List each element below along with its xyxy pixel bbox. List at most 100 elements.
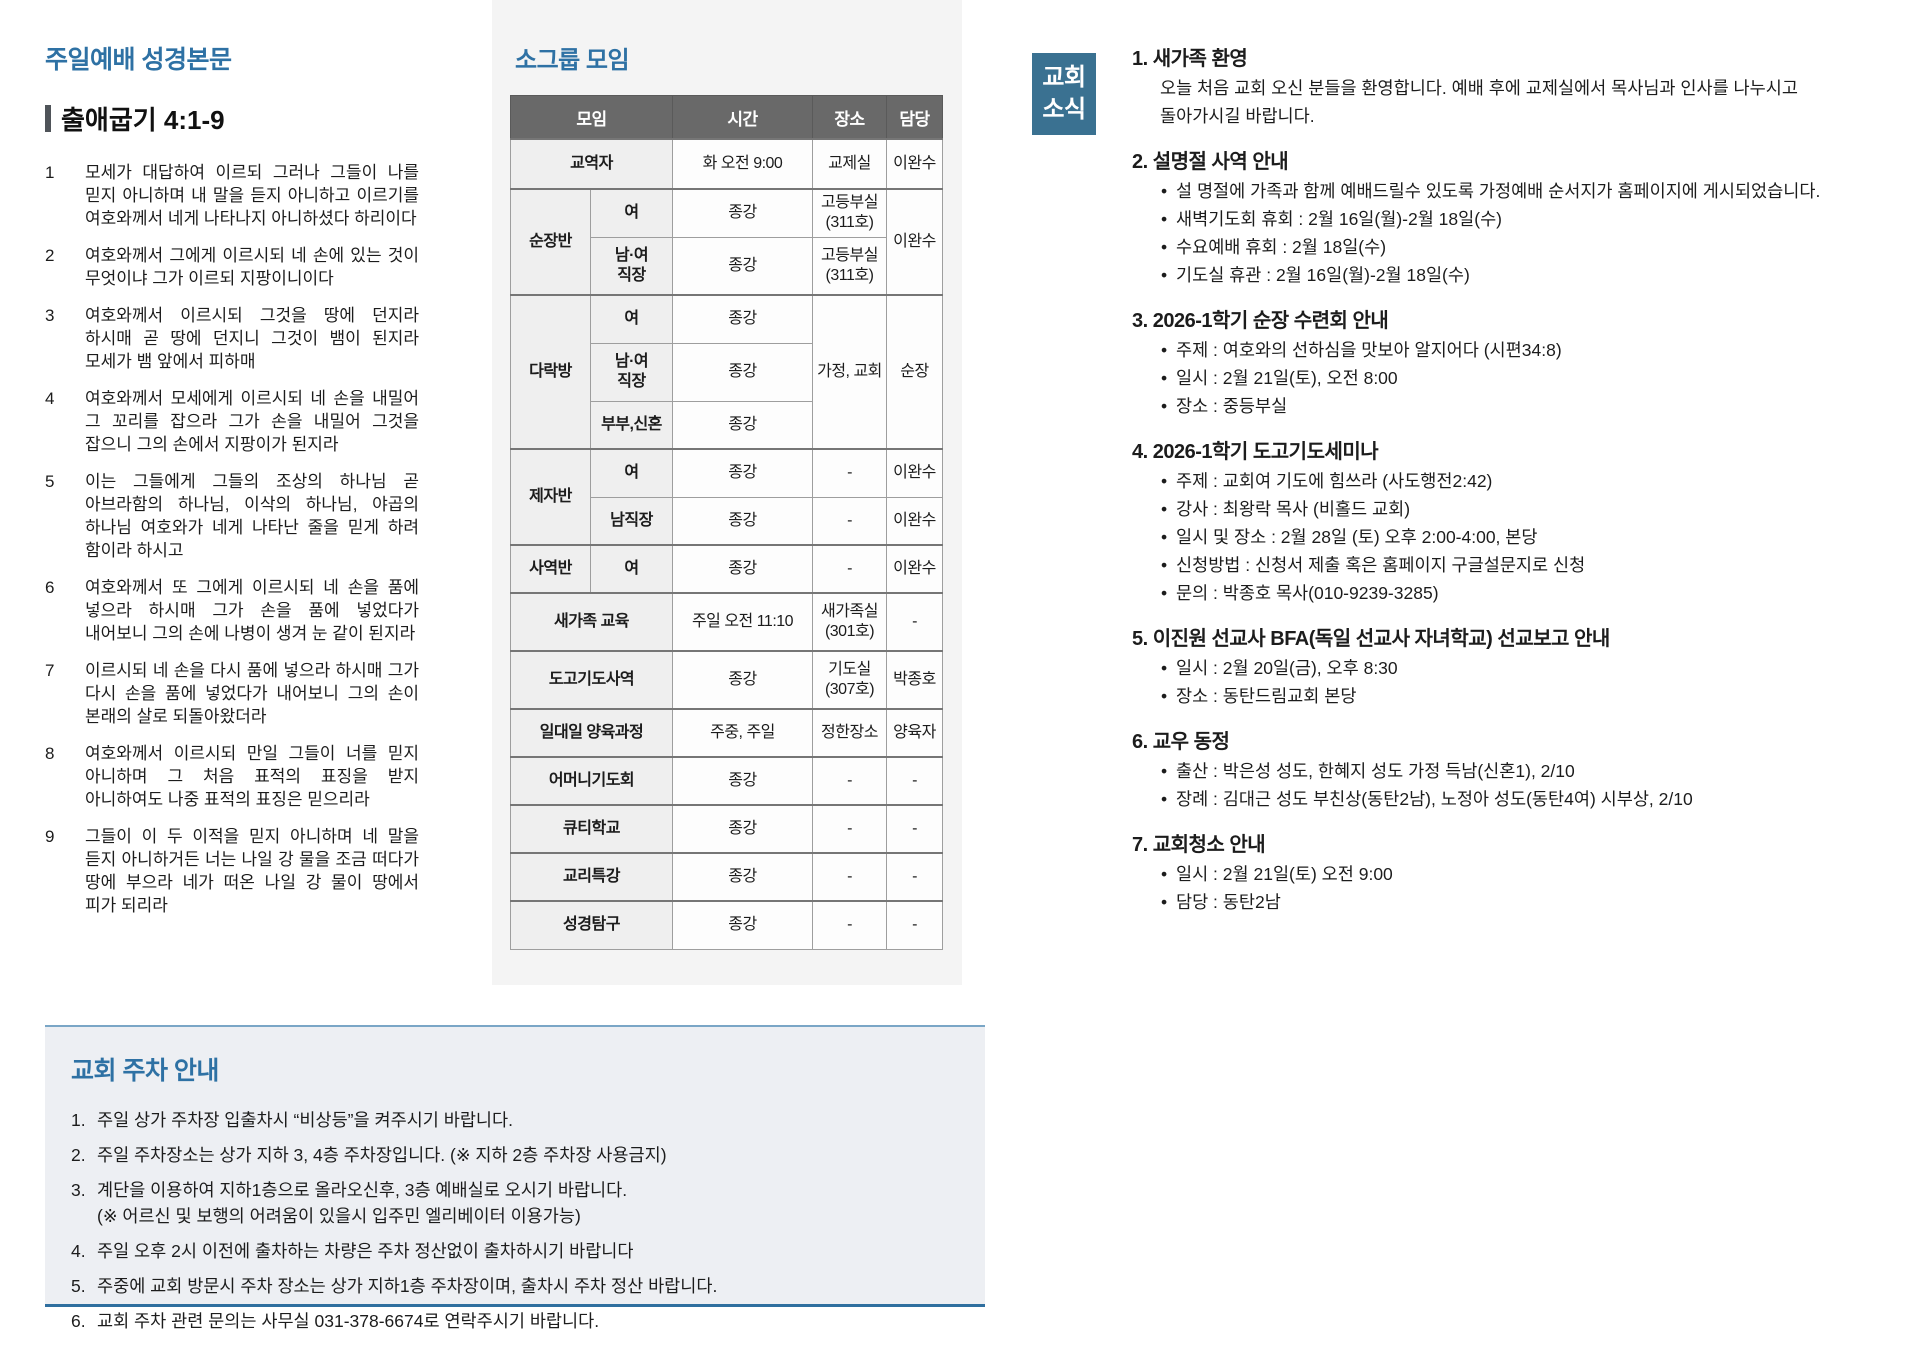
verse-list: 1 모세가 대답하여 이르되 그러나 그들이 나를 믿지 아니하며 내 말을 듣지… bbox=[45, 161, 419, 917]
verse-item: 2 여호와께서 그에게 이르시되 네 손에 있는 것이 무엇이냐 그가 이르되 지… bbox=[45, 244, 419, 290]
verse-text: 여호와께서 그에게 이르시되 네 손에 있는 것이 무엇이냐 그가 이르되 지팡… bbox=[85, 246, 419, 288]
table-cell: 여 bbox=[590, 188, 673, 238]
news-bullet: 주제 : 교회여 기도에 힘쓰라 (사도행전2:42) bbox=[1160, 467, 1860, 495]
parking-item-number: 6. bbox=[71, 1311, 86, 1331]
table-row: 큐티학교 종강 - - bbox=[510, 804, 943, 854]
table-cell: 종강 bbox=[672, 448, 813, 498]
parking-item: 5. 주중에 교회 방문시 주차 장소는 상가 지하1층 주차장이며, 출차시 주… bbox=[71, 1273, 959, 1299]
table-cell: - bbox=[812, 900, 887, 950]
table-row: 어머니기도회 종강 - - bbox=[510, 756, 943, 806]
table-cell: 큐티학교 bbox=[510, 804, 673, 854]
table-cell: 주일 오전 11:10 bbox=[672, 592, 813, 652]
table-row: 순장반 여 종강 고등부실 (311호) 이완수 bbox=[510, 188, 943, 296]
table-cell: 어머니기도회 bbox=[510, 756, 673, 806]
news-section: 3. 2026-1학기 순장 수련회 안내 주제 : 여호와의 선하심을 맛보아… bbox=[1132, 306, 1860, 420]
bible-column: 주일예배 성경본문 출애굽기 4:1-9 1 모세가 대답하여 이르되 그러나 그… bbox=[45, 40, 419, 917]
table-cell: 종강 bbox=[672, 544, 813, 594]
parking-item-number: 2. bbox=[71, 1145, 86, 1165]
ref-bar-decoration bbox=[45, 105, 51, 132]
news-bullet-list: 일시 : 2월 20일(금), 오후 8:30 장소 : 동탄드림교회 본당 bbox=[1160, 654, 1860, 710]
verse-item: 6 여호와께서 또 그에게 이르시되 네 손을 품에 넣으라 하시매 그가 손을 … bbox=[45, 576, 419, 645]
table-row: 사역반 여 종강 - 이완수 bbox=[510, 544, 943, 594]
table-cell: 종강 bbox=[672, 650, 813, 710]
table-cell: 이완수 bbox=[886, 448, 943, 498]
table-row: 다락방 여 종강 가정, 교회 순장 bbox=[510, 294, 943, 450]
news-section-heading: 4. 2026-1학기 도고기도세미나 bbox=[1132, 441, 1379, 463]
news-bullet-list: 주제 : 여호와의 선하심을 맛보아 알지어다 (시편34:8) 일시 : 2월… bbox=[1160, 336, 1860, 420]
parking-item-text: 계단을 이용하여 지하1층으로 올라오신후, 3층 예배실로 오시기 바랍니다.… bbox=[97, 1180, 628, 1226]
table-cell: - bbox=[812, 544, 887, 594]
news-bullet: 설 명절에 가족과 함께 예배드릴수 있도록 가정예배 순서지가 홈페이지에 게… bbox=[1160, 177, 1860, 205]
table-row: 교리특강 종강 - - bbox=[510, 852, 943, 902]
news-bullet: 담당 : 동탄2남 bbox=[1160, 888, 1860, 916]
verse-item: 9 그들이 이 두 이적을 믿지 아니하며 네 말을 듣지 아니하거든 너는 나일… bbox=[45, 825, 419, 917]
table-cell: 남·여 직장 bbox=[590, 342, 673, 402]
verse-number: 2 bbox=[45, 246, 55, 265]
news-bullet: 일시 : 2월 21일(토) 오전 9:00 bbox=[1160, 860, 1860, 888]
news-bullet: 일시 : 2월 20일(금), 오후 8:30 bbox=[1160, 654, 1860, 682]
table-cell: - bbox=[886, 756, 943, 806]
table-row: 새가족 교육 주일 오전 11:10 새가족실 (301호) - bbox=[510, 592, 943, 652]
table-cell: 종강 bbox=[672, 294, 813, 344]
table-cell: 부부,신혼 bbox=[590, 400, 673, 450]
table-cell: 화 오전 9:00 bbox=[672, 138, 813, 190]
table-cell: 이완수 bbox=[886, 544, 943, 594]
verse-number: 3 bbox=[45, 306, 55, 325]
news-bullet: 일시 : 2월 21일(토), 오전 8:00 bbox=[1160, 364, 1860, 392]
news-bullet: 출산 : 박은성 성도, 한혜지 성도 가정 득남(신혼1), 2/10 bbox=[1160, 757, 1860, 785]
parking-item-number: 3. bbox=[71, 1180, 86, 1200]
table-cell: 종강 bbox=[672, 236, 813, 296]
news-section: 2. 설명절 사역 안내 설 명절에 가족과 함께 예배드릴수 있도록 가정예배… bbox=[1132, 147, 1860, 289]
news-bullet: 장례 : 김대근 성도 부친상(동탄2남), 노정아 성도(동탄4여) 시부상,… bbox=[1160, 785, 1860, 813]
bible-section-title: 주일예배 성경본문 bbox=[45, 46, 232, 74]
table-cell: 교리특강 bbox=[510, 852, 673, 902]
table-cell: - bbox=[812, 756, 887, 806]
table-cell: 남·여 직장 bbox=[590, 236, 673, 296]
table-row: 부부,신혼 종강 bbox=[511, 400, 943, 450]
table-cell: 주중, 주일 bbox=[672, 708, 813, 758]
table-cell: 종강 bbox=[672, 188, 813, 238]
table-cell: 교제실 bbox=[812, 138, 887, 190]
table-cell: 제자반 bbox=[510, 448, 591, 546]
table-row: 일대일 양육과정 주중, 주일 정한장소 양육자 bbox=[510, 708, 943, 758]
verse-text: 여호와께서 이르시되 만일 그들이 너를 믿지 아니하며 그 처음 표적의 표징… bbox=[85, 744, 419, 809]
parking-item-text: 주일 오후 2시 이전에 출차하는 차량은 주차 정산없이 출차하시기 바랍니다 bbox=[97, 1241, 634, 1261]
table-row: 도고기도사역 종강 기도실 (307호) 박종호 bbox=[510, 650, 943, 710]
parking-list: 1. 주일 상가 주차장 입출차시 “비상등”을 켜주시기 바랍니다. 2. 주일 … bbox=[71, 1107, 959, 1334]
table-header-cell: 시간 bbox=[672, 95, 813, 140]
table-cell: 일대일 양육과정 bbox=[510, 708, 673, 758]
verse-number: 7 bbox=[45, 661, 55, 680]
parking-item-text: 교회 주차 관련 문의는 사무실 031-378-6674로 연락주시기 바랍니… bbox=[97, 1311, 600, 1331]
news-bullet: 기도실 휴관 : 2월 16일(월)-2월 18일(수) bbox=[1160, 261, 1860, 289]
table-header-cell: 모임 bbox=[510, 95, 673, 140]
smallgroup-table: 모임 시간 장소 담당 교역자 화 오전 9:00 교제실 이완수 순장반 여 … bbox=[510, 95, 943, 950]
verse-text: 이는 그들에게 그들의 조상의 하나님 곧 아브라함의 하나님, 이삭의 하나님… bbox=[85, 472, 419, 560]
parking-item: 2. 주일 주차장소는 상가 지하 3, 4층 주차장입니다. (※ 지하 2층 … bbox=[71, 1142, 959, 1168]
news-section: 4. 2026-1학기 도고기도세미나 주제 : 교회여 기도에 힘쓰라 (사도… bbox=[1132, 437, 1860, 607]
table-cell: 가정, 교회 bbox=[812, 294, 887, 450]
news-bullet-list: 일시 : 2월 21일(토) 오전 9:00 담당 : 동탄2남 bbox=[1160, 860, 1860, 916]
news-bullet-list: 설 명절에 가족과 함께 예배드릴수 있도록 가정예배 순서지가 홈페이지에 게… bbox=[1160, 177, 1860, 289]
parking-item-number: 5. bbox=[71, 1276, 86, 1296]
parking-item-text: 주일 주차장소는 상가 지하 3, 4층 주차장입니다. (※ 지하 2층 주차… bbox=[97, 1145, 667, 1165]
news-section: 6. 교우 동정 출산 : 박은성 성도, 한혜지 성도 가정 득남(신혼1),… bbox=[1132, 727, 1860, 813]
table-cell: 박종호 bbox=[886, 650, 943, 710]
table-cell: 종강 bbox=[672, 496, 813, 546]
table-cell: - bbox=[886, 804, 943, 854]
table-cell: 양육자 bbox=[886, 708, 943, 758]
table-cell: 종강 bbox=[672, 900, 813, 950]
verse-number: 8 bbox=[45, 744, 55, 763]
table-cell: 새가족 교육 bbox=[510, 592, 673, 652]
table-cell: 순장 bbox=[886, 294, 943, 450]
verse-text: 여호와께서 이르시되 그것을 땅에 던지라 하시매 곧 땅에 던지니 그것이 뱀… bbox=[85, 306, 419, 371]
table-cell: 교역자 bbox=[510, 138, 673, 190]
verse-item: 3 여호와께서 이르시되 그것을 땅에 던지라 하시매 곧 땅에 던지니 그것이 … bbox=[45, 304, 419, 373]
verse-number: 4 bbox=[45, 389, 55, 408]
table-cell: 기도실 (307호) bbox=[812, 650, 887, 710]
news-bullet-list: 출산 : 박은성 성도, 한혜지 성도 가정 득남(신혼1), 2/10 장례 … bbox=[1160, 757, 1860, 813]
table-cell: 남직장 bbox=[590, 496, 673, 546]
news-bullet: 장소 : 중등부실 bbox=[1160, 392, 1860, 420]
table-cell: - bbox=[886, 852, 943, 902]
table-cell: 이완수 bbox=[886, 138, 943, 190]
